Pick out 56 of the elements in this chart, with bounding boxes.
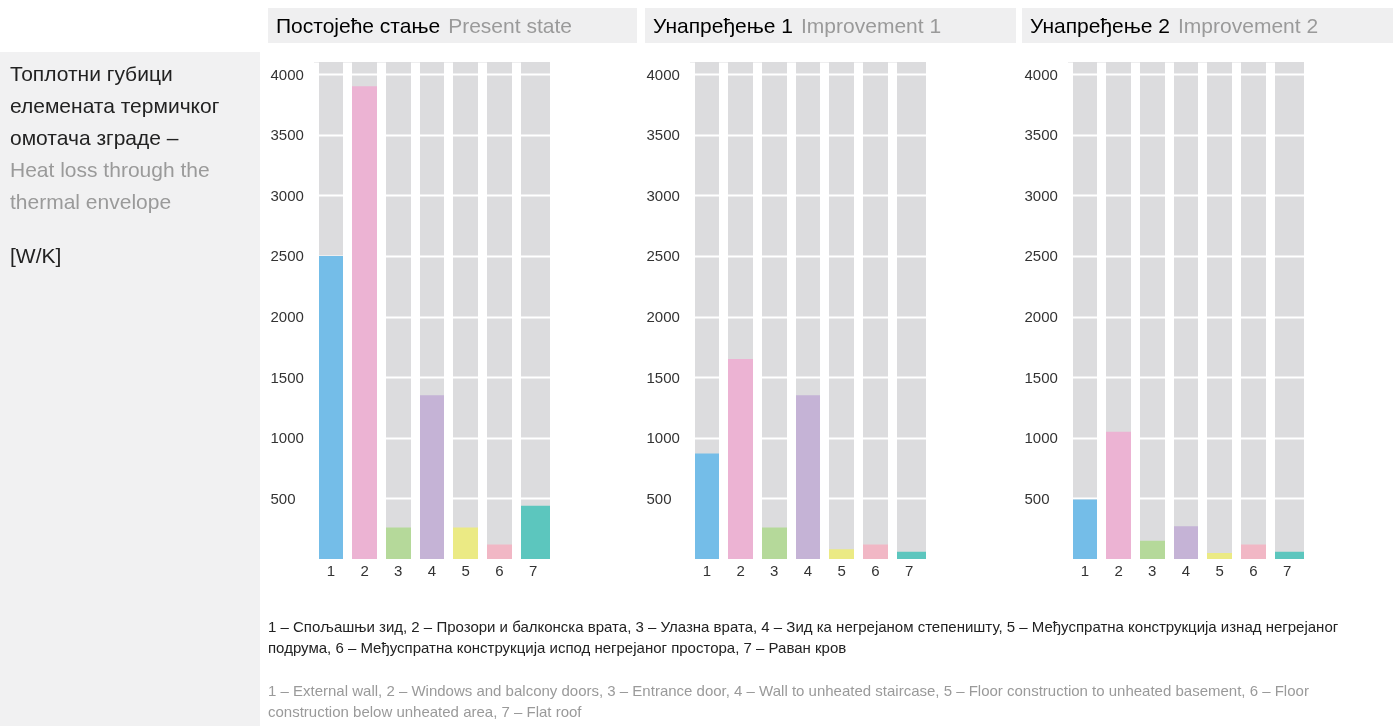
x-tick-label: 3: [770, 561, 779, 579]
y-tick-label: 4000: [646, 65, 680, 83]
y-tick-label: 1500: [646, 368, 680, 386]
y-tick-label: 1000: [1024, 429, 1058, 447]
chart-subtitle: Present state: [448, 14, 572, 37]
x-tick-label: 7: [904, 561, 914, 579]
y-tick-label: 2500: [270, 247, 304, 265]
text: 1 – Спољашњи зид, 2 – Прозори и балконска врата, 3 – Улазна врата, 4 – Зид ка негрејаном степеништу, 5 – Међуспратна конструкција изнад негрејаног подрума, 6 – Међуспратна конструкција испод негрејаног простора, 7 – Раван кров: [268, 617, 1340, 658]
x-tick-label: 1: [702, 561, 712, 579]
y-axis-title: Топлотни губици елемената термичког омотача зграде –: [10, 61, 221, 151]
y-tick-label: 1500: [270, 368, 304, 386]
y-tick-label: 3000: [646, 186, 680, 204]
y-tick-label: 3000: [1024, 186, 1058, 204]
y-tick-label: 2500: [1024, 247, 1058, 265]
x-tick-label: 5: [1215, 561, 1224, 579]
x-tick-label: 2: [360, 561, 369, 579]
y-tick-label: 4000: [270, 65, 304, 83]
x-tick-label: 4: [427, 561, 437, 579]
y-tick-label: 3500: [270, 126, 304, 144]
x-tick-label: 6: [871, 561, 880, 579]
x-tick-label: 5: [837, 561, 846, 579]
x-tick-label: 2: [736, 561, 745, 579]
chart-title: Унапређење 2: [1030, 14, 1171, 37]
x-tick-label: 4: [1181, 561, 1191, 579]
y-tick-label: 2000: [1024, 308, 1058, 326]
x-tick-label: 3: [1148, 561, 1157, 579]
chart-subtitle: Improvement 1: [801, 14, 942, 37]
x-tick-label: 1: [326, 561, 336, 579]
y-tick-label: 500: [646, 489, 672, 507]
x-tick-label: 2: [1114, 561, 1123, 579]
y-tick-label: 3500: [646, 126, 680, 144]
chart-subtitle: Improvement 2: [1178, 14, 1319, 37]
y-tick-label: 3000: [270, 186, 304, 204]
x-tick-label: 6: [495, 561, 504, 579]
x-tick-label: 7: [1282, 561, 1292, 579]
x-tick-label: 4: [803, 561, 813, 579]
y-tick-label: 2500: [646, 247, 680, 265]
x-tick-label: 7: [528, 561, 538, 579]
x-tick-label: 6: [1249, 561, 1258, 579]
text: [W/K]: [10, 243, 63, 269]
x-tick-label: 3: [394, 561, 403, 579]
text: Heat loss through the thermal envelope: [10, 157, 211, 215]
chart-title: Постојеће стање: [276, 14, 441, 37]
chart-title: Унапређење 1: [653, 14, 794, 37]
text: 1 – External wall, 2 – Windows and balcony doors, 3 – Entrance door, 4 – Wall to unheated staircase, 5 – Floor construction to unheated basement, 6 – Floor construction below unheated area, 7 – Flat roof: [268, 681, 1310, 722]
y-tick-label: 4000: [1024, 65, 1058, 83]
y-tick-label: 2000: [646, 308, 680, 326]
y-tick-label: 1000: [270, 429, 304, 447]
y-tick-label: 500: [270, 489, 296, 507]
y-tick-label: 1500: [1024, 368, 1058, 386]
x-tick-label: 1: [1080, 561, 1090, 579]
y-tick-label: 2000: [270, 308, 304, 326]
x-tick-label: 5: [461, 561, 470, 579]
y-tick-label: 500: [1024, 489, 1050, 507]
y-tick-label: 3500: [1024, 126, 1058, 144]
y-tick-label: 1000: [646, 429, 680, 447]
